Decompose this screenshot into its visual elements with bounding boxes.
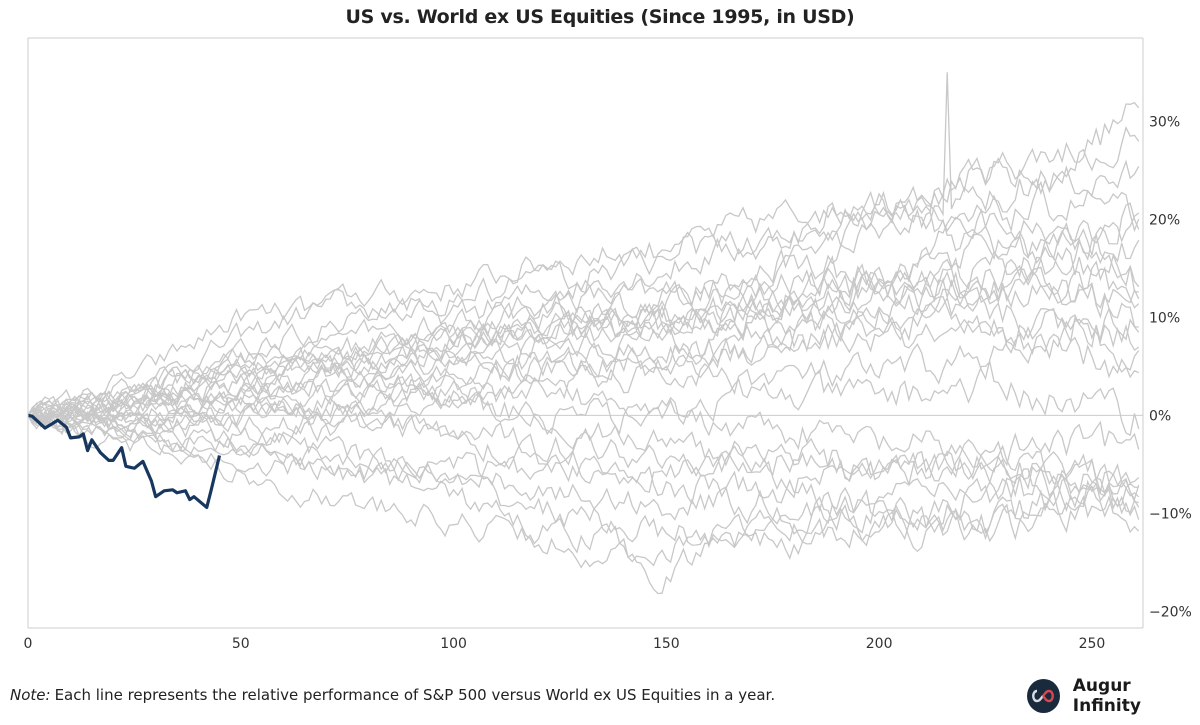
background-series-line bbox=[27, 390, 1140, 468]
x-tick-label: 0 bbox=[24, 636, 33, 652]
x-tick-label: 100 bbox=[440, 636, 467, 652]
brand: Augur Infinity bbox=[1027, 676, 1200, 716]
background-series-line bbox=[27, 294, 1140, 432]
background-series-line bbox=[27, 360, 1140, 442]
background-series-line bbox=[27, 101, 1140, 425]
background-series-line bbox=[27, 410, 1139, 560]
background-series-line bbox=[27, 266, 1139, 429]
brand-name: Augur Infinity bbox=[1072, 676, 1141, 716]
y-tick-label: 0% bbox=[1149, 408, 1171, 424]
background-series-line bbox=[27, 194, 1140, 416]
note-text: Each line represents the relative perfor… bbox=[54, 686, 776, 704]
background-series-line bbox=[27, 263, 1140, 424]
highlight-series-line bbox=[27, 413, 222, 510]
chart-title: US vs. World ex US Equities (Since 1995,… bbox=[345, 6, 855, 28]
background-series-line bbox=[27, 72, 1140, 418]
y-tick-label: −10% bbox=[1149, 506, 1192, 522]
x-tick-label: 250 bbox=[1079, 636, 1106, 652]
background-series-group bbox=[27, 72, 1143, 595]
axes: 0 50 100 150 200 250 −20% −10% 0% 10% 20% 30% bbox=[24, 37, 1192, 652]
x-tick-label: 50 bbox=[232, 636, 250, 652]
x-tick-label: 150 bbox=[653, 636, 680, 652]
background-series-line bbox=[27, 190, 1140, 423]
y-tick-label: 20% bbox=[1149, 212, 1180, 228]
background-series-line bbox=[27, 260, 1140, 425]
note-label: Note: bbox=[10, 686, 51, 704]
background-series-line bbox=[27, 233, 1139, 422]
background-series-line bbox=[27, 363, 1139, 499]
y-tick-label: −20% bbox=[1149, 604, 1192, 620]
background-series-line bbox=[27, 157, 1140, 425]
background-series-line bbox=[27, 408, 1140, 595]
background-series-line bbox=[27, 387, 1140, 507]
y-tick-label: 10% bbox=[1149, 310, 1180, 326]
y-tick-label: 30% bbox=[1149, 114, 1180, 130]
background-series-line bbox=[27, 246, 1140, 418]
line-chart: 0 50 100 150 200 250 −20% −10% 0% 10% 20% 30% bbox=[24, 37, 1192, 652]
background-series-line bbox=[27, 411, 1140, 567]
infinity-icon bbox=[1027, 679, 1060, 713]
chart-note: Note: Each line represents the relative p… bbox=[10, 686, 775, 704]
highlight-series-group bbox=[27, 413, 222, 510]
x-tick-label: 200 bbox=[866, 636, 893, 652]
background-series-line bbox=[27, 333, 1139, 429]
